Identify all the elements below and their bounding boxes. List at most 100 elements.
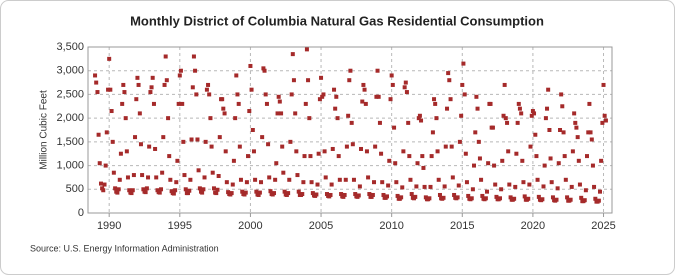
x-tick-label: 1990 xyxy=(97,220,121,232)
data-point xyxy=(263,92,268,97)
data-point xyxy=(429,154,434,159)
data-point xyxy=(476,139,481,144)
data-point xyxy=(486,161,491,166)
data-point xyxy=(229,191,234,196)
data-point xyxy=(336,154,341,159)
data-point xyxy=(543,116,548,121)
data-point xyxy=(102,182,107,187)
data-point xyxy=(506,149,511,154)
data-point xyxy=(162,82,167,87)
data-point xyxy=(195,137,200,142)
data-point xyxy=(599,158,604,163)
data-point xyxy=(323,175,328,180)
data-point xyxy=(374,94,379,99)
data-point xyxy=(308,154,313,159)
data-point xyxy=(178,68,183,73)
data-point xyxy=(201,187,206,192)
data-point xyxy=(208,116,213,121)
data-point xyxy=(593,196,598,201)
data-point xyxy=(220,97,225,102)
data-point xyxy=(289,92,294,97)
data-point xyxy=(250,128,255,132)
data-point xyxy=(303,101,308,106)
data-point xyxy=(526,196,531,201)
data-point xyxy=(546,87,551,92)
data-point xyxy=(350,142,355,147)
data-point xyxy=(134,97,139,102)
data-point xyxy=(547,128,552,132)
data-point xyxy=(386,183,391,188)
data-point xyxy=(362,87,367,92)
data-point xyxy=(376,94,381,99)
data-point xyxy=(181,139,186,144)
data-point xyxy=(272,191,277,196)
data-point xyxy=(447,78,452,83)
data-point xyxy=(280,144,285,149)
data-point xyxy=(558,128,563,132)
data-point xyxy=(234,73,239,78)
data-point xyxy=(603,118,608,123)
data-point xyxy=(246,154,251,159)
data-point xyxy=(135,75,140,80)
data-point xyxy=(121,82,126,87)
data-point xyxy=(505,120,510,125)
data-point xyxy=(535,177,540,182)
data-point xyxy=(409,192,414,197)
data-point xyxy=(150,75,155,80)
data-point xyxy=(157,190,162,195)
data-point xyxy=(520,158,525,163)
data-point xyxy=(436,177,441,182)
chart-title: Monthly District of Columbia Natural Gas… xyxy=(130,13,544,28)
data-point xyxy=(249,87,254,92)
data-point xyxy=(236,101,241,106)
data-point xyxy=(248,63,253,68)
data-point xyxy=(166,116,171,121)
data-point xyxy=(470,187,475,192)
data-point xyxy=(406,120,411,125)
data-point xyxy=(161,135,166,140)
data-point xyxy=(493,182,498,187)
data-point xyxy=(262,68,267,73)
data-point xyxy=(375,68,380,73)
data-point xyxy=(582,198,587,203)
data-point xyxy=(380,180,385,185)
data-point xyxy=(450,175,455,180)
data-point xyxy=(347,78,352,83)
data-point xyxy=(469,196,474,201)
data-point xyxy=(113,186,118,191)
data-point xyxy=(337,177,342,182)
data-point xyxy=(206,82,211,87)
data-point xyxy=(592,184,597,189)
data-point xyxy=(529,113,534,118)
data-point xyxy=(420,154,425,159)
data-point xyxy=(521,180,526,185)
data-point xyxy=(473,130,478,135)
data-point xyxy=(98,181,103,186)
data-point xyxy=(173,188,178,193)
data-point xyxy=(189,137,194,142)
data-point xyxy=(223,149,228,154)
data-point xyxy=(600,120,605,125)
data-point xyxy=(185,191,190,196)
data-point xyxy=(342,192,347,197)
data-point xyxy=(517,106,522,111)
data-point xyxy=(168,177,173,182)
data-point xyxy=(257,190,262,195)
data-point xyxy=(474,94,479,99)
data-point xyxy=(129,191,134,196)
data-point xyxy=(404,90,409,95)
data-point xyxy=(370,192,375,197)
data-point xyxy=(264,101,269,106)
data-point xyxy=(395,193,400,198)
data-point xyxy=(372,180,377,185)
data-point xyxy=(143,190,148,195)
data-point xyxy=(275,111,280,116)
data-point xyxy=(536,194,541,199)
data-point xyxy=(393,161,398,166)
data-point xyxy=(601,82,606,87)
data-point xyxy=(417,113,422,118)
data-point xyxy=(259,180,264,185)
data-point xyxy=(159,187,164,192)
data-point xyxy=(562,154,567,159)
data-point xyxy=(328,192,333,197)
